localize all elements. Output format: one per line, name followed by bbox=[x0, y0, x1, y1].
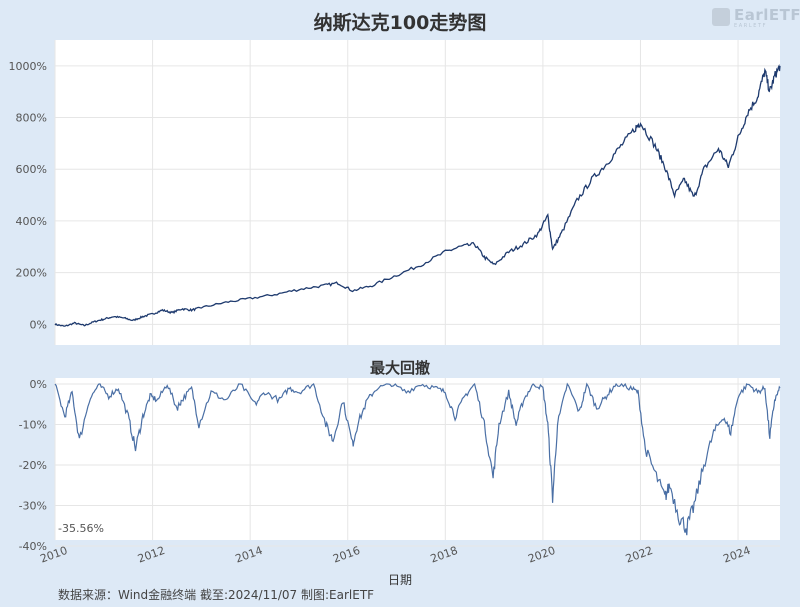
chart-title: 纳斯达克100走势图 bbox=[313, 12, 487, 34]
logo-subtext: E A R L E T F bbox=[734, 23, 766, 29]
drawdown-ytick-label: -20% bbox=[19, 459, 47, 472]
earletf-logo: EarlETF E A R L E T F bbox=[712, 6, 800, 30]
x-tick-label: 2014 bbox=[234, 544, 265, 566]
drawdown-ytick-label: 0% bbox=[30, 378, 47, 391]
x-axis-label: 日期 bbox=[387, 573, 412, 587]
drawdown-ytick-label: -30% bbox=[19, 500, 47, 513]
price-ytick-label: 200% bbox=[16, 267, 47, 280]
price-ytick-label: 1000% bbox=[9, 60, 47, 73]
x-tick-label: 2016 bbox=[331, 544, 362, 566]
x-tick-label: 2020 bbox=[526, 544, 557, 566]
logo-mark-icon bbox=[712, 8, 730, 26]
data-source-note: 数据来源：Wind金融终端 截至:2024/11/07 制图:EarlETF bbox=[58, 588, 375, 602]
price-panel bbox=[55, 40, 780, 345]
price-ytick-label: 800% bbox=[16, 112, 47, 125]
x-tick-label: 2024 bbox=[721, 544, 752, 566]
drawdown-line bbox=[54, 382, 781, 536]
drawdown-title: 最大回撤 bbox=[369, 359, 430, 377]
drawdown-ytick-label: -40% bbox=[19, 540, 47, 553]
x-tick-label: 2022 bbox=[624, 544, 655, 566]
price-ytick-label: 0% bbox=[30, 318, 47, 331]
price-ytick-label: 400% bbox=[16, 215, 47, 228]
drawdown-panel bbox=[55, 378, 780, 540]
drawdown-ytick-label: -10% bbox=[19, 419, 47, 432]
x-tick-label: 2018 bbox=[429, 544, 460, 566]
logo-text: EarlETF bbox=[734, 6, 800, 24]
max-drawdown-annotation: -35.56% bbox=[58, 522, 104, 535]
nasdaq100-line bbox=[54, 63, 781, 327]
price-ytick-label: 600% bbox=[16, 163, 47, 176]
x-tick-label: 2012 bbox=[136, 544, 167, 566]
